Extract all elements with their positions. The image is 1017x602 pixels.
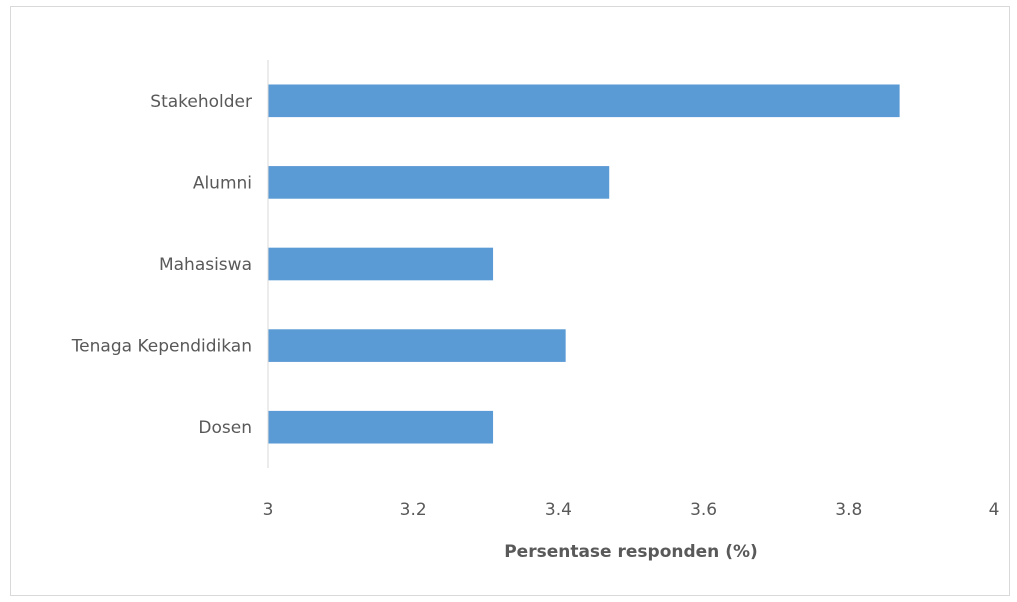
bar-tenaga-kependidikan: [268, 329, 566, 362]
x-tick-label: 3: [263, 500, 274, 520]
bar-mahasiswa: [268, 247, 494, 281]
x-tick-label: 3.6: [690, 500, 717, 520]
x-tick-label: 4: [989, 500, 1000, 520]
bar-stakeholder: [268, 84, 900, 118]
category-labels: Stakeholder Alumni Mahasiswa Tenaga Kependi…: [71, 92, 252, 438]
x-axis-title: Persentase responden (%): [504, 542, 758, 562]
x-tick-labels: 3 3.2 3.4 3.6 3.8 4: [263, 500, 1000, 520]
category-label-mahasiswa: Mahasiswa: [159, 255, 252, 275]
x-tick-label: 3.8: [835, 500, 862, 520]
x-tick-label: 3.2: [400, 500, 427, 520]
category-label-dosen: Dosen: [198, 418, 252, 438]
category-label-tenaga-kependidikan: Tenaga Kependidikan: [71, 337, 252, 357]
bars-layer: [268, 84, 900, 444]
category-label-alumni: Alumni: [193, 173, 252, 193]
x-tick-label: 3.4: [545, 500, 572, 520]
bar-dosen: [268, 410, 494, 444]
category-label-stakeholder: Stakeholder: [150, 92, 252, 112]
bar-alumni: [268, 166, 610, 199]
